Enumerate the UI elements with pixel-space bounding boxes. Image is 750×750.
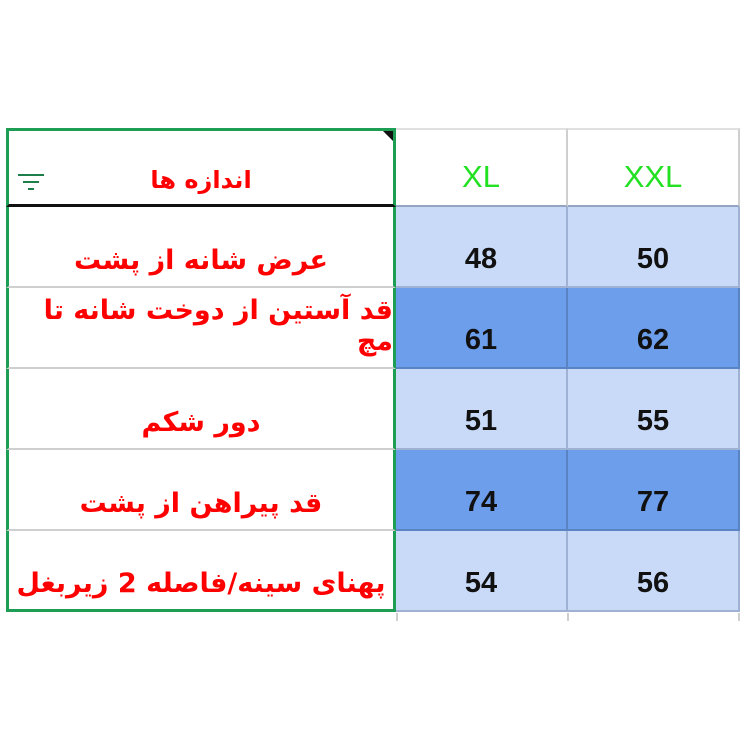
gridline [567, 613, 569, 621]
value: 62 [636, 324, 670, 356]
row-label: دور شکم [141, 407, 261, 438]
value: 54 [464, 567, 498, 599]
table-row: عرض شانه از پشت 48 50 [6, 207, 740, 288]
header-cell-xl[interactable]: XL [396, 128, 568, 207]
value: 56 [636, 567, 670, 599]
value-cell[interactable]: 74 [396, 450, 568, 531]
value-cell[interactable]: 48 [396, 207, 568, 288]
value: 50 [636, 243, 670, 275]
gridline [396, 613, 398, 621]
row-label-cell[interactable]: عرض شانه از پشت [6, 207, 396, 288]
row-label: پهنای سینه/فاصله 2 زیربغل [16, 568, 386, 599]
row-label-cell[interactable]: قد پیراهن از پشت [6, 450, 396, 531]
row-label-cell[interactable]: پهنای سینه/فاصله 2 زیربغل [6, 531, 396, 612]
value: 51 [464, 405, 498, 437]
row-label: قد پیراهن از پشت [79, 488, 323, 519]
row-label: عرض شانه از پشت [74, 245, 328, 276]
header-cell-sizes[interactable]: اندازه ها [6, 128, 396, 207]
size-table: اندازه ها XL XXL عرض شانه از پشت 48 50 ق… [6, 128, 740, 612]
value-cell[interactable]: 62 [568, 288, 740, 369]
value: 61 [464, 324, 498, 356]
row-label: قد آستین از دوخت شانه تا مچ [43, 295, 393, 357]
value-cell[interactable]: 77 [568, 450, 740, 531]
header-cell-xxl[interactable]: XXL [568, 128, 740, 207]
value-cell[interactable]: 50 [568, 207, 740, 288]
size-label: XXL [623, 159, 683, 194]
value-cell[interactable]: 51 [396, 369, 568, 450]
table-row: قد پیراهن از پشت 74 77 [6, 450, 740, 531]
value-cell[interactable]: 55 [568, 369, 740, 450]
table-row: دور شکم 51 55 [6, 369, 740, 450]
row-label-cell[interactable]: دور شکم [6, 369, 396, 450]
table-row: قد آستین از دوخت شانه تا مچ 61 62 [6, 288, 740, 369]
value-cell[interactable]: 54 [396, 531, 568, 612]
header-row: اندازه ها XL XXL [6, 128, 740, 207]
value-cell[interactable]: 61 [396, 288, 568, 369]
value: 74 [464, 486, 498, 518]
size-label: XL [462, 159, 500, 194]
value: 48 [464, 243, 498, 275]
value: 77 [636, 486, 670, 518]
cell-note-corner-icon [383, 131, 393, 141]
value: 55 [636, 405, 670, 437]
gridline [738, 613, 740, 621]
filter-icon[interactable] [17, 173, 45, 191]
row-label-cell[interactable]: قد آستین از دوخت شانه تا مچ [6, 288, 396, 369]
table-row: پهنای سینه/فاصله 2 زیربغل 54 56 [6, 531, 740, 612]
value-cell[interactable]: 56 [568, 531, 740, 612]
header-label: اندازه ها [150, 166, 252, 194]
